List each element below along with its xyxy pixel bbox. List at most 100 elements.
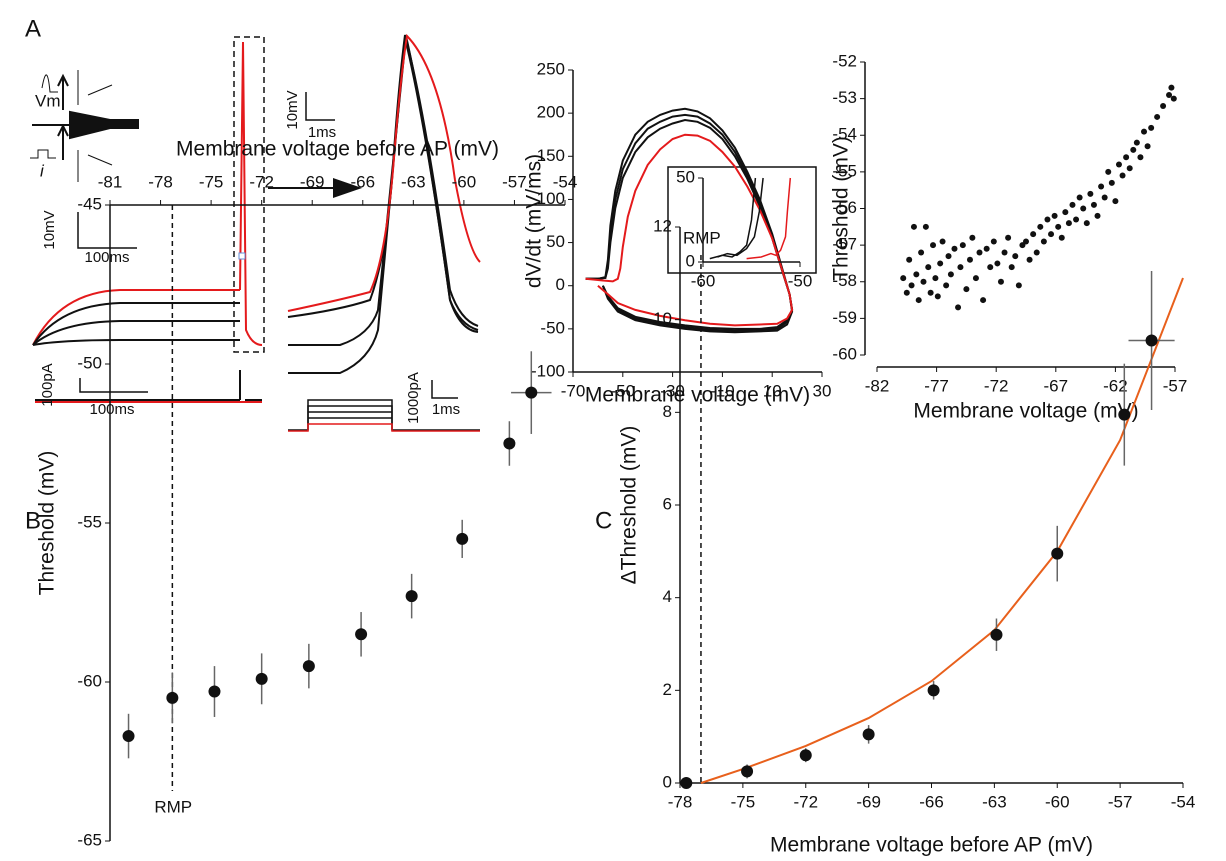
y-tick-label: 12 [653,216,672,235]
point [1087,190,1094,197]
point [1073,216,1080,223]
point [1044,216,1051,223]
y-tick-label: -45 [77,194,102,213]
point [927,684,940,697]
point [976,249,983,256]
point [990,238,997,245]
point [927,289,934,296]
x-axis-title: Membrane voltage before AP (mV) [176,138,499,161]
scale-bars [77,92,458,399]
point [963,286,970,293]
y-tick-label: 200 [537,103,565,122]
point [910,223,917,230]
point [1033,249,1040,256]
point [1076,194,1083,201]
y-tick-label: -60 [77,671,102,690]
x-tick-label: -60 [452,172,477,191]
zoomed-traces [287,33,481,432]
scale-bar-label: 100ms [89,401,134,418]
x-tick-label: -77 [924,376,949,395]
point [799,749,812,762]
point [934,293,941,300]
point [456,532,469,545]
x-tick-label: -30 [660,381,685,400]
scale-bar-label: 100ms [84,249,129,266]
y-tick-label: 0 [686,251,695,270]
trace [717,177,764,258]
scale-bar-label: 1ms [308,124,336,141]
x-tick-label: -69 [856,792,881,811]
y-tick-label: 10 [653,309,672,328]
point [920,278,927,285]
point [990,628,1003,641]
point [1168,84,1175,91]
x-tick-label: -62 [1103,376,1128,395]
x-axis-title: Membrane voltage before AP (mV) [770,834,1093,857]
point [741,765,754,778]
point [1048,231,1055,238]
point [405,590,418,603]
point [255,672,268,685]
y-tick-label: -54 [832,125,857,144]
point [959,242,966,249]
point [906,256,913,263]
point [983,245,990,252]
point [1144,143,1151,150]
y-tick-label: 50 [676,167,695,186]
x-tick-label: -54 [1171,792,1196,811]
y-axis-title: ΔThreshold (mV) [618,426,641,585]
point [208,685,221,698]
x-tick-label: -63 [401,172,426,191]
schematic-label: Vm [35,91,61,110]
x-tick-label: -67 [1044,376,1069,395]
point [1055,223,1062,230]
point [525,386,538,399]
y-tick-label: -59 [832,308,857,327]
x-axis-title: Membrane voltage (mV) [913,400,1138,423]
neuron-schematic [30,70,139,182]
point [1118,408,1131,421]
panel-label: B [25,507,41,534]
trace [585,107,794,334]
x-tick-label: -57 [1108,792,1133,811]
point [913,271,920,278]
point [1101,194,1108,201]
point [969,234,976,241]
point [932,275,939,282]
point [1015,282,1022,289]
point [903,289,910,296]
point [1133,139,1140,146]
panel-label: A [25,15,41,42]
point [957,264,964,271]
scale-bar-label: 1ms [432,401,460,418]
schematic-label: i [40,161,45,180]
point [1130,146,1137,153]
x-tick-label: -81 [98,172,123,191]
inset-frame [667,166,817,274]
x-tick-label: -66 [919,792,944,811]
y-tick-label: -52 [832,51,857,70]
y-tick-label: 50 [546,232,565,251]
point [939,238,946,245]
x-tick-label: -60 [1045,792,1070,811]
point [302,660,315,673]
point [937,260,944,267]
point [1090,201,1097,208]
point [355,628,368,641]
point [1040,238,1047,245]
point [945,253,952,260]
point [1083,220,1090,227]
point [1119,172,1126,179]
scale-bar-label: 10mV [41,210,58,249]
trace [585,133,794,327]
point [1160,102,1167,109]
point [862,728,875,741]
y-axis-title: Threshold (mV) [830,136,853,281]
y-tick-label: 0 [663,772,672,791]
point [680,777,693,789]
trace [746,177,792,260]
x-tick-label: -63 [982,792,1007,811]
point [908,282,915,289]
